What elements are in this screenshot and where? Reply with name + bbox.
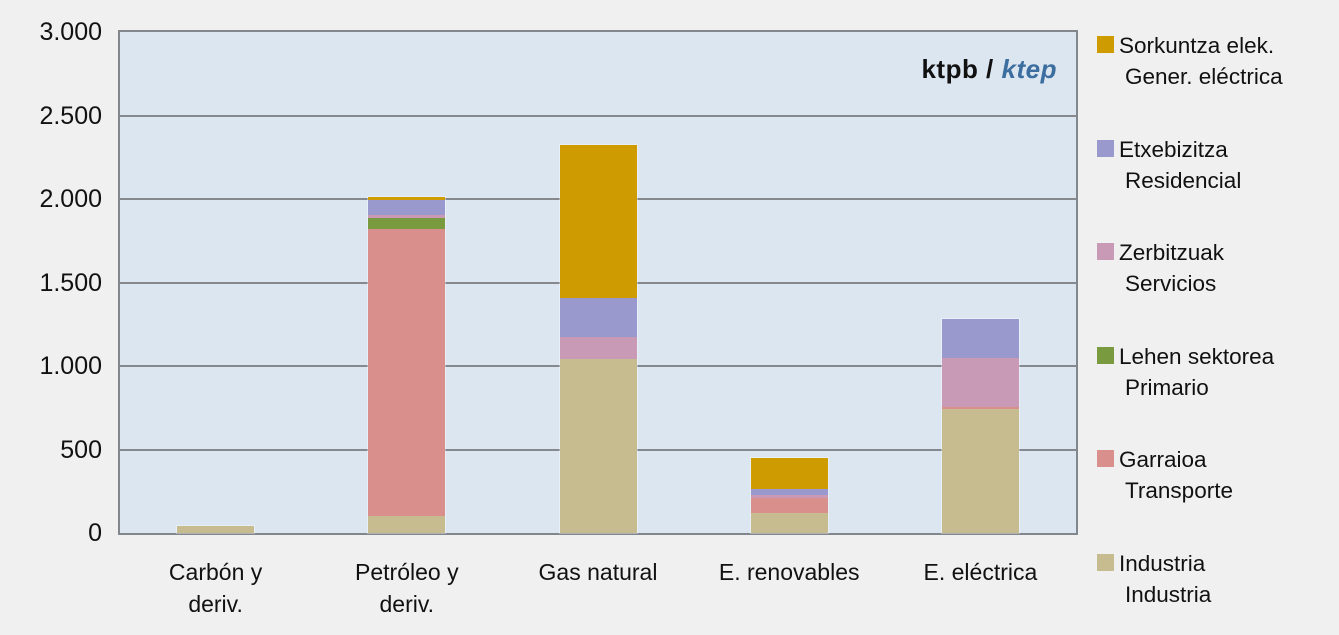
segment-e-electrica-industria [941,408,1019,533]
legend-entry-residencial: Etxebizitza Residencial [1097,134,1337,196]
x-label-line: deriv. [379,591,435,617]
x-label-carbon-y-deriv: Carbón y deriv. [120,556,312,620]
legend-swatch-gener-electrica [1097,36,1114,53]
legend-label-basque: Sorkuntza elek. [1119,33,1275,58]
segment-petroleo-y-deriv-gener-electrica [368,196,446,200]
x-label-line: deriv. [188,591,243,617]
x-label-line: E. renovables [718,559,860,585]
segment-gas-natural-servicios [559,336,637,359]
legend-label-spanish: Servicios [1125,271,1217,296]
legend-label-spanish: Transporte [1125,478,1233,503]
legend-entry-servicios: Zerbitzuak Servicios [1097,237,1337,299]
segment-e-renovables-industria [750,513,828,533]
legend-label-basque: Industria [1119,550,1206,576]
legend-label: Sorkuntza elek. Gener. eléctrica [1119,30,1337,92]
bar-e-electrica [940,317,1020,535]
segment-e-electrica-servicios [941,357,1019,407]
x-label-line: Carbón y [168,559,263,585]
segment-petroleo-y-deriv-transporte [368,228,446,517]
gridline-2500 [120,114,1076,117]
legend-label-spanish: Primario [1125,374,1209,400]
segment-gas-natural-gener-electrica [559,144,637,298]
x-label-line: Gas natural [538,559,658,585]
legend-label: Lehen sektorea Primario [1119,341,1337,403]
y-tick-label-3000: 3.000 [39,18,102,46]
legend-label-spanish: Industria [1125,581,1212,607]
plot-area: ktpb / ktep [118,30,1078,535]
bar-e-renovables [749,457,829,534]
segment-petroleo-y-deriv-industria [368,516,446,533]
x-label-petroleo-y-deriv: Petróleo y deriv. [311,556,503,620]
legend-swatch-residencial [1097,139,1114,157]
segment-petroleo-y-deriv-primario [368,217,446,229]
segment-gas-natural-residencial [559,297,637,337]
legend-label: Industria Industria [1119,548,1337,610]
legend-label: Zerbitzuak Servicios [1119,237,1337,299]
legend-entry-gener-electrica: Sorkuntza elek. Gener. eléctrica [1097,30,1337,92]
x-label-e-renovables: E. renovables [693,556,885,588]
segment-e-electrica-residencial [941,318,1019,358]
segment-e-renovables-residencial [750,489,828,496]
legend-label-basque: Garraioa [1119,447,1207,472]
segment-e-renovables-transporte [750,497,828,514]
legend-swatch-servicios [1097,243,1114,260]
x-label-e-electrica: E. eléctrica [884,556,1076,588]
segment-petroleo-y-deriv-servicios [368,215,446,218]
y-tick-label-2000: 2.000 [39,185,102,213]
legend-label: Garraioa Transporte [1119,444,1337,506]
legend-label-basque: Lehen sektorea [1119,343,1275,369]
y-tick-label-1500: 1.500 [39,268,102,297]
x-label-gas-natural: Gas natural [502,556,694,588]
x-label-line: Petróleo y [355,559,459,585]
segment-gas-natural-industria [559,358,637,533]
legend-entry-industria: Industria Industria [1097,548,1337,610]
segment-carbon-y-deriv-industria [177,526,255,533]
segment-e-electrica-transporte [941,406,1019,409]
bar-petroleo-y-deriv [367,195,447,535]
bar-carbon-y-deriv [176,525,256,534]
legend-label-spanish: Gener. eléctrica [1125,64,1283,89]
segment-e-renovables-gener-electrica [750,458,828,490]
legend-swatch-transporte [1097,450,1114,467]
legend-entry-transporte: Garraioa Transporte [1097,444,1337,506]
y-tick-label-1000: 1.000 [39,352,102,380]
legend-label: Etxebizitza Residencial [1119,134,1337,196]
y-tick-label-2500: 2.500 [39,101,102,130]
x-label-line: E. eléctrica [923,559,1038,585]
legend-label-basque: Etxebizitza [1119,136,1228,162]
y-tick-label-0: 0 [88,519,102,547]
y-tick-label-500: 500 [60,435,102,464]
segment-petroleo-y-deriv-residencial [368,199,446,216]
bar-gas-natural [558,143,638,535]
segment-e-renovables-servicios [750,495,828,498]
legend-swatch-primario [1097,346,1114,364]
unit-label-ktpb: ktpb / [921,54,994,84]
legend-label-spanish: Residencial [1125,167,1242,193]
legend-entry-primario: Lehen sektorea Primario [1097,341,1337,403]
legend-swatch-industria [1097,553,1114,571]
unit-label-ktep: ktep [1001,54,1057,84]
unit-label: ktpb / ktep [921,54,1057,85]
legend-label-basque: Zerbitzuak [1119,240,1225,265]
